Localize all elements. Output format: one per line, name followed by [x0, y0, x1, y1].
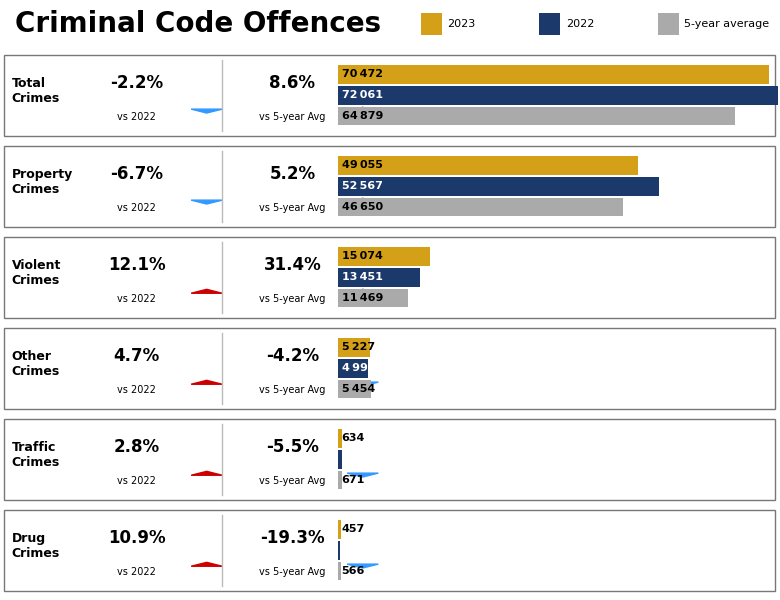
- Bar: [338, 429, 342, 448]
- Polygon shape: [191, 562, 222, 566]
- Text: 11 469: 11 469: [342, 293, 383, 303]
- FancyBboxPatch shape: [4, 236, 775, 318]
- Bar: [338, 86, 778, 104]
- Bar: [338, 247, 430, 266]
- Text: 8.6%: 8.6%: [270, 74, 315, 92]
- Text: 5 454: 5 454: [342, 384, 375, 394]
- Polygon shape: [191, 380, 222, 384]
- Text: vs 2022: vs 2022: [117, 476, 156, 485]
- Text: 5.2%: 5.2%: [269, 165, 316, 183]
- Text: Property
Crimes: Property Crimes: [12, 168, 73, 196]
- Text: vs 5-year Avg: vs 5-year Avg: [259, 566, 326, 577]
- Text: Total
Crimes: Total Crimes: [12, 77, 60, 105]
- Text: -2.2%: -2.2%: [110, 74, 163, 92]
- Text: 13 451: 13 451: [342, 272, 382, 282]
- Text: 52 567: 52 567: [342, 181, 382, 191]
- Polygon shape: [191, 472, 222, 475]
- Bar: [338, 471, 342, 490]
- FancyBboxPatch shape: [4, 146, 775, 227]
- Text: -5.5%: -5.5%: [266, 438, 319, 456]
- Text: 412: 412: [342, 545, 365, 555]
- Bar: [338, 541, 340, 560]
- FancyBboxPatch shape: [4, 55, 775, 136]
- FancyBboxPatch shape: [4, 509, 775, 591]
- Text: vs 2022: vs 2022: [117, 112, 156, 122]
- Text: 617: 617: [342, 454, 365, 464]
- Text: 4.7%: 4.7%: [113, 347, 160, 365]
- Polygon shape: [191, 109, 222, 113]
- Text: Other
Crimes: Other Crimes: [12, 350, 60, 378]
- Bar: [420, 13, 442, 34]
- Text: vs 2022: vs 2022: [117, 203, 156, 212]
- Text: vs 5-year Avg: vs 5-year Avg: [259, 385, 326, 395]
- Bar: [338, 562, 341, 580]
- Text: -6.7%: -6.7%: [110, 165, 163, 183]
- Bar: [338, 359, 368, 377]
- Text: 5-year average: 5-year average: [684, 19, 769, 29]
- Text: vs 2022: vs 2022: [117, 293, 156, 304]
- Bar: [338, 65, 769, 84]
- Text: 566: 566: [342, 566, 365, 576]
- Polygon shape: [191, 200, 222, 204]
- Text: 12.1%: 12.1%: [108, 256, 165, 274]
- Polygon shape: [347, 199, 378, 202]
- Text: 2023: 2023: [448, 19, 476, 29]
- Text: Traffic
Crimes: Traffic Crimes: [12, 441, 60, 469]
- Text: vs 2022: vs 2022: [117, 385, 156, 395]
- Text: 4 994: 4 994: [342, 363, 375, 373]
- Text: vs 5-year Avg: vs 5-year Avg: [259, 293, 326, 304]
- Bar: [338, 107, 735, 125]
- Text: 2022: 2022: [566, 19, 594, 29]
- Text: 634: 634: [342, 433, 365, 443]
- Bar: [338, 198, 623, 217]
- Text: 2.8%: 2.8%: [113, 438, 160, 456]
- Polygon shape: [347, 473, 378, 477]
- Text: 5 227: 5 227: [342, 343, 374, 352]
- Polygon shape: [347, 107, 378, 111]
- Text: vs 5-year Avg: vs 5-year Avg: [259, 203, 326, 212]
- Text: Criminal Code Offences: Criminal Code Offences: [16, 10, 381, 38]
- Polygon shape: [347, 289, 378, 293]
- Text: 457: 457: [342, 524, 365, 535]
- Bar: [338, 156, 638, 175]
- Bar: [658, 13, 679, 34]
- Bar: [338, 289, 408, 307]
- Bar: [338, 338, 370, 357]
- Text: Violent
Crimes: Violent Crimes: [12, 259, 61, 287]
- Text: -19.3%: -19.3%: [261, 529, 324, 547]
- Text: 31.4%: 31.4%: [264, 256, 321, 274]
- Text: Drug
Crimes: Drug Crimes: [12, 532, 60, 560]
- Polygon shape: [347, 564, 378, 568]
- Text: 15 074: 15 074: [342, 251, 382, 262]
- FancyBboxPatch shape: [4, 419, 775, 500]
- Bar: [338, 450, 342, 469]
- Bar: [338, 380, 371, 398]
- Text: vs 5-year Avg: vs 5-year Avg: [259, 476, 326, 485]
- Text: 70 472: 70 472: [342, 70, 383, 79]
- Text: vs 5-year Avg: vs 5-year Avg: [259, 112, 326, 122]
- Text: 671: 671: [342, 475, 365, 485]
- Text: 10.9%: 10.9%: [108, 529, 165, 547]
- Text: 72 061: 72 061: [342, 90, 383, 100]
- Polygon shape: [191, 289, 222, 293]
- Text: 49 055: 49 055: [342, 160, 382, 170]
- Bar: [539, 13, 561, 34]
- Text: 46 650: 46 650: [342, 202, 383, 212]
- Text: vs 2022: vs 2022: [117, 566, 156, 577]
- Bar: [338, 268, 420, 287]
- FancyBboxPatch shape: [4, 328, 775, 409]
- Text: 64 879: 64 879: [342, 111, 383, 121]
- Polygon shape: [347, 382, 378, 386]
- Text: -4.2%: -4.2%: [266, 347, 319, 365]
- Bar: [338, 177, 659, 196]
- Bar: [338, 520, 341, 539]
